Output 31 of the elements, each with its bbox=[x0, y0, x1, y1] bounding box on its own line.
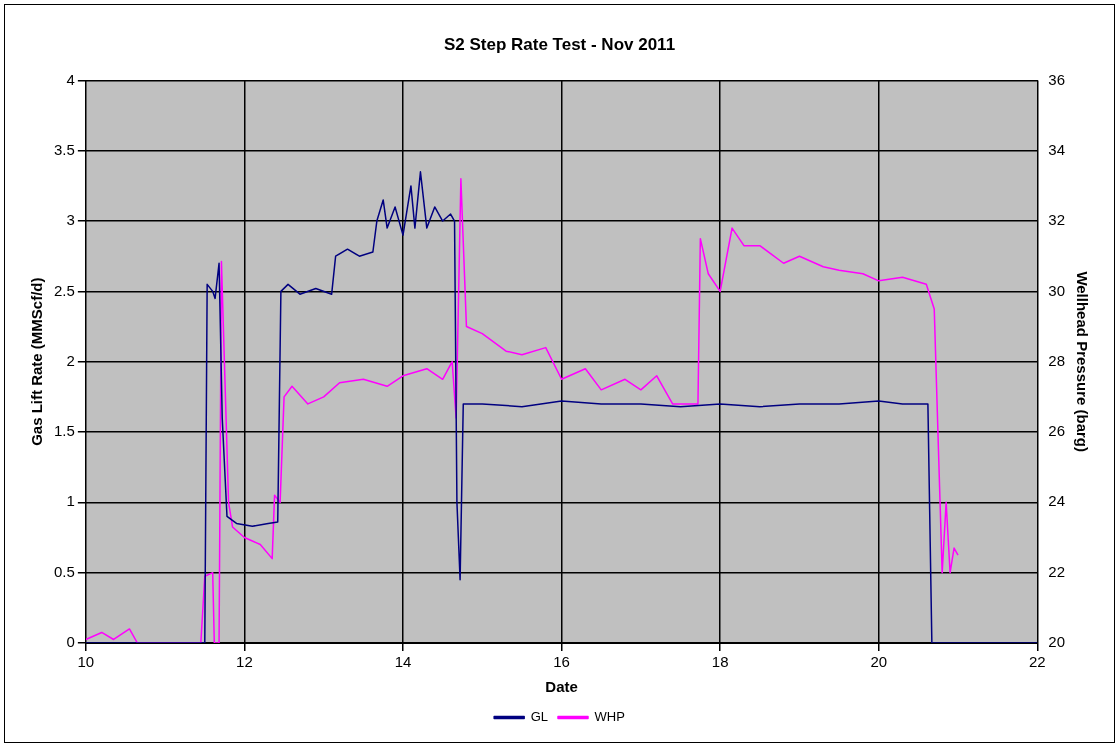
y-tick-label: 3.5 bbox=[53, 140, 75, 158]
y-axis-title: Gas Lift Rate (MMScf/d) bbox=[28, 277, 46, 446]
y-tick-label: 2 bbox=[66, 351, 75, 369]
y2-tick-label: 36 bbox=[1048, 70, 1065, 88]
x-axis-title: Date bbox=[545, 678, 578, 696]
y-tick-label: 1 bbox=[66, 492, 75, 510]
y2-tick-label: 20 bbox=[1048, 633, 1065, 651]
y2-tick-label: 28 bbox=[1048, 351, 1065, 369]
y2-tick-label: 32 bbox=[1048, 211, 1065, 229]
legend-label: WHP bbox=[594, 709, 625, 725]
y-tick-label: 2.5 bbox=[53, 281, 75, 299]
y2-tick-label: 26 bbox=[1048, 422, 1065, 440]
y2-tick-label: 24 bbox=[1048, 492, 1065, 510]
legend-label: GL bbox=[530, 709, 549, 725]
y2-tick-label: 34 bbox=[1048, 140, 1065, 158]
x-tick-label: 14 bbox=[394, 653, 412, 671]
y2-tick-label: 30 bbox=[1048, 281, 1065, 299]
y-tick-label: 4 bbox=[66, 70, 75, 88]
x-tick-label: 18 bbox=[711, 653, 729, 671]
y-tick-label: 0.5 bbox=[53, 562, 75, 580]
x-tick-label: 20 bbox=[870, 653, 888, 671]
y2-axis-title: Wellhead Pressure (barg) bbox=[1073, 271, 1091, 453]
x-tick-label: 10 bbox=[77, 653, 95, 671]
y-tick-label: 1.5 bbox=[53, 422, 75, 440]
y-tick-label: 3 bbox=[66, 211, 75, 229]
x-tick-label: 16 bbox=[553, 653, 570, 671]
y-tick-label: 0 bbox=[66, 633, 75, 651]
y2-tick-label: 22 bbox=[1048, 562, 1065, 580]
x-tick-label: 12 bbox=[236, 653, 253, 671]
x-tick-label: 22 bbox=[1028, 653, 1046, 671]
chart-title: S2 Step Rate Test - Nov 2011 bbox=[443, 34, 676, 54]
